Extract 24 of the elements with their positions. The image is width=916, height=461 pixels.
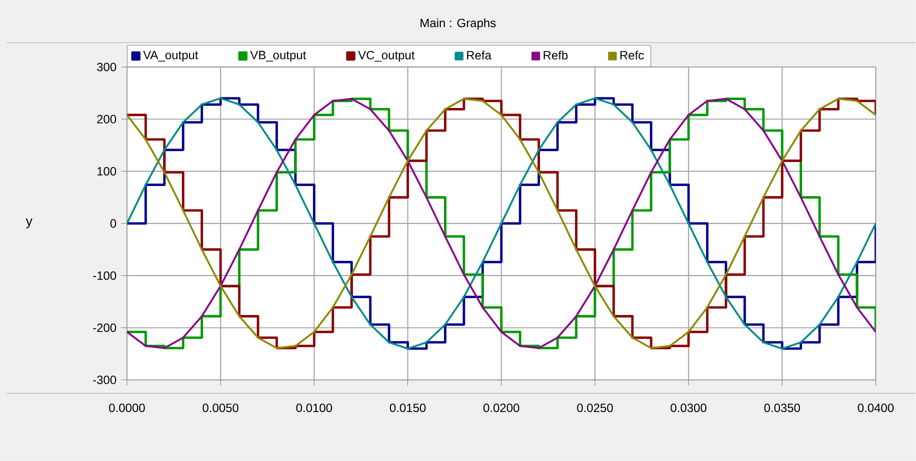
y-tick-label: 0 (110, 219, 116, 228)
legend-label: VB_output (250, 50, 306, 62)
x-tick-label: 0.0300 (670, 404, 706, 412)
x-tick-label: 0.0200 (483, 404, 520, 412)
x-tick-label: 0.0250 (577, 404, 613, 412)
legend-label: VC_output (358, 50, 415, 62)
legend-label: Refa (467, 50, 492, 60)
chart-title: Main : Graphs (420, 18, 496, 30)
x-tick-label: 0.0400 (858, 404, 894, 412)
x-tick-label: 0.0100 (296, 404, 332, 412)
legend-label: Refc (620, 50, 644, 60)
y-tick-label: 300 (97, 62, 116, 72)
x-tick-label: 0.0000 (109, 404, 145, 412)
y-axis-title: y (26, 218, 32, 228)
y-tick-label: -200 (93, 324, 116, 332)
y-tick-label: 200 (97, 114, 116, 124)
y-tick-label: -100 (93, 271, 116, 280)
y-tick-label: -300 (93, 376, 116, 384)
x-tick-label: 0.0050 (202, 404, 238, 412)
x-tick-label: 0.0350 (764, 404, 800, 412)
legend-label: VA_output (143, 50, 198, 62)
y-tick-label: 100 (97, 167, 116, 176)
x-tick-label: 0.0150 (390, 404, 426, 412)
legend-label: Refb (544, 50, 568, 60)
